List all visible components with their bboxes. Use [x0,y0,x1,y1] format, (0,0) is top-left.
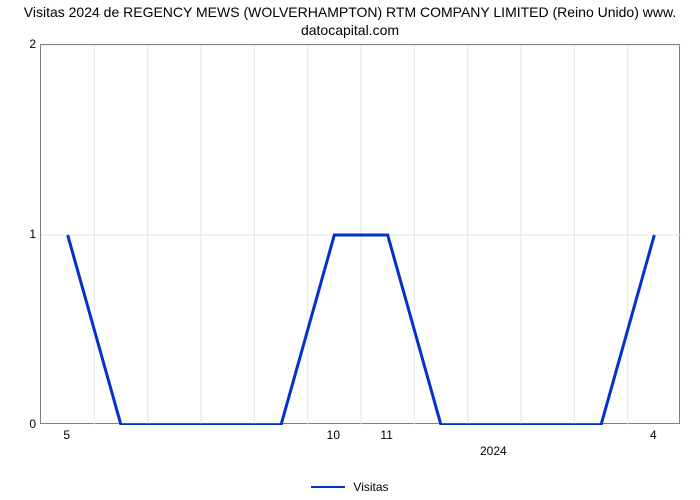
y-tick: 2 [22,37,36,51]
legend: Visitas [0,480,700,494]
plot-svg [41,45,681,425]
y-tick: 0 [22,417,36,431]
x-tick-year: 2024 [480,444,507,458]
x-tick: 5 [63,428,70,442]
legend-label: Visitas [353,480,388,494]
x-tick: 4 [650,428,657,442]
title-line-2: datocapital.com [301,22,399,38]
legend-swatch [311,486,345,488]
x-tick: 11 [380,428,392,442]
title-line-1: Visitas 2024 de REGENCY MEWS (WOLVERHAMP… [24,4,676,20]
plot-region [40,44,680,424]
chart-title: Visitas 2024 de REGENCY MEWS (WOLVERHAMP… [0,4,700,39]
chart-area: 012 510114 2024 [40,44,680,444]
x-tick: 10 [327,428,340,442]
y-tick: 1 [22,227,36,241]
